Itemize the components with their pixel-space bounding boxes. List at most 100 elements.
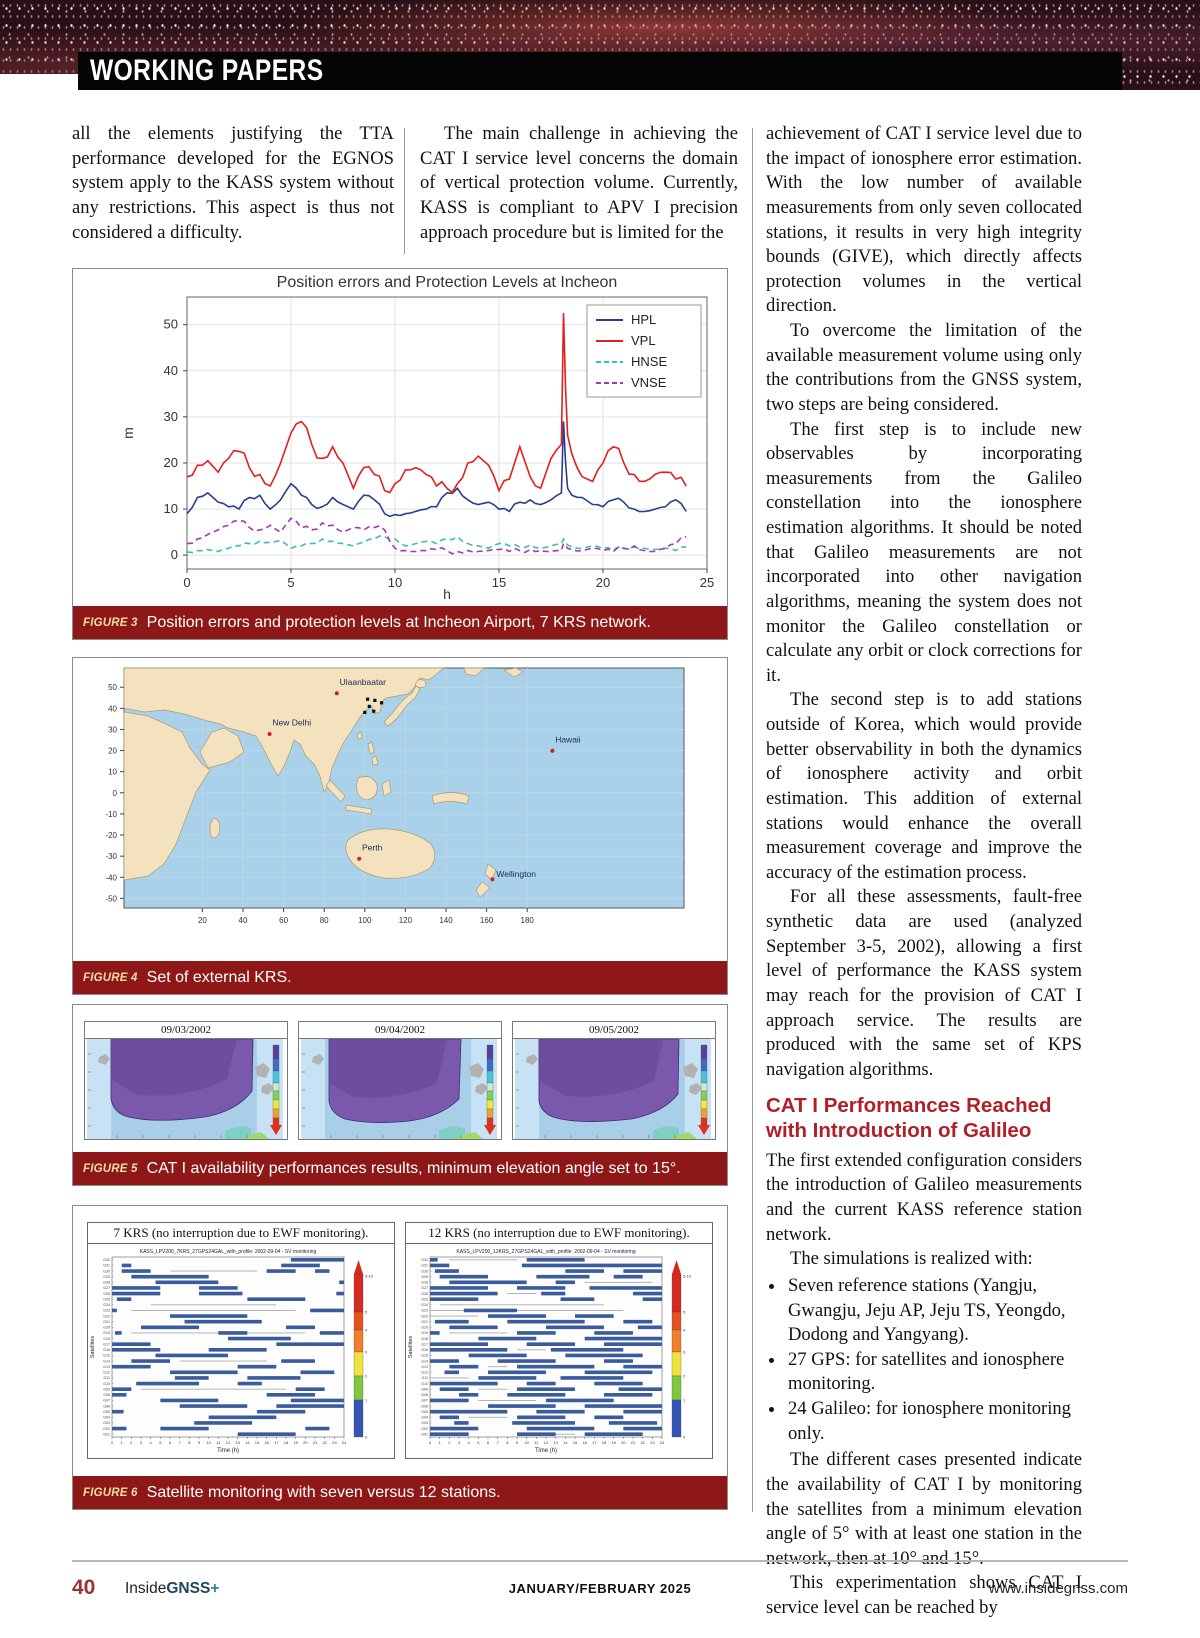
svg-text:10: 10	[164, 501, 178, 516]
svg-text:Ulaanbaatar: Ulaanbaatar	[340, 677, 386, 687]
svg-text:G12: G12	[103, 1371, 110, 1375]
svg-text:1: 1	[365, 1398, 368, 1403]
availability-panel-1: 09/03/2002	[84, 1021, 288, 1140]
panel-title: 7 KRS (no interruption due to EWF monito…	[88, 1223, 394, 1244]
column-3: achievement of CAT I service level due t…	[766, 122, 1082, 1621]
svg-text:G32: G32	[103, 1258, 110, 1262]
svg-text:1: 1	[683, 1398, 686, 1403]
column-divider-1	[404, 128, 405, 254]
svg-text:-10: -10	[105, 810, 117, 819]
footer: 40 InsideGNSS+ JANUARY/FEBRUARY 2025 www…	[72, 1576, 1128, 1610]
svg-text:h: h	[443, 586, 451, 602]
svg-text:m: m	[120, 427, 136, 439]
column-divider-2	[752, 128, 753, 1512]
svg-text:5: 5	[365, 1310, 368, 1315]
svg-text:G03: G03	[103, 1421, 110, 1425]
svg-text:-20: -20	[105, 831, 117, 840]
svg-text:5: 5	[159, 1440, 162, 1445]
svg-text:24: 24	[342, 1440, 347, 1445]
svg-text:180: 180	[521, 916, 535, 925]
svg-text:G28: G28	[421, 1281, 428, 1285]
svg-text:G24: G24	[103, 1303, 110, 1307]
svg-text:G29: G29	[421, 1275, 428, 1279]
svg-text:30: 30	[108, 725, 117, 734]
paragraph: all the elements justifying the TTA perf…	[72, 123, 394, 243]
svg-text:G18: G18	[421, 1337, 428, 1341]
svg-text:100: 100	[358, 916, 372, 925]
svg-text:G13: G13	[421, 1365, 428, 1369]
svg-text:G18: G18	[103, 1337, 110, 1341]
svg-text:G17: G17	[103, 1342, 110, 1346]
svg-text:G03: G03	[421, 1421, 428, 1425]
figure-4-caption: Set of external KRS.	[146, 968, 292, 986]
availability-map	[301, 1039, 497, 1139]
svg-text:Perth: Perth	[362, 842, 383, 852]
paragraph: The different cases presented indicate t…	[766, 1449, 1082, 1569]
banner-notch	[0, 74, 78, 90]
svg-text:60: 60	[279, 916, 288, 925]
svg-text:1: 1	[121, 1440, 124, 1445]
svg-text:G04: G04	[421, 1416, 428, 1420]
svg-text:12: 12	[226, 1440, 231, 1445]
svg-text:18: 18	[602, 1440, 607, 1445]
svg-text:G06: G06	[421, 1404, 428, 1408]
figure-5-caption-bar: FIGURE 5 CAT I availability performances…	[73, 1152, 727, 1185]
svg-text:-50: -50	[105, 894, 117, 903]
availability-panels-row: 09/03/2002 09/04/2002 09/05/2002	[73, 1021, 727, 1140]
svg-text:30: 30	[164, 409, 178, 424]
svg-text:2: 2	[448, 1440, 451, 1445]
svg-text:7: 7	[179, 1440, 182, 1445]
svg-text:40: 40	[108, 704, 117, 713]
gantt-panel-7krs: 7 KRS (no interruption due to EWF monito…	[87, 1222, 395, 1459]
svg-text:0: 0	[183, 575, 190, 590]
svg-text:3: 3	[683, 1350, 686, 1355]
svg-text:13: 13	[235, 1440, 240, 1445]
svg-text:13: 13	[553, 1440, 558, 1445]
paragraph: For all these assessments, fault-free sy…	[766, 886, 1082, 1080]
gantt-panel-12krs: 12 KRS (no interruption due to EWF monit…	[405, 1222, 713, 1459]
svg-text:10: 10	[388, 575, 402, 590]
svg-text:G15: G15	[103, 1354, 110, 1358]
svg-text:G02: G02	[103, 1427, 110, 1431]
svg-text:5-10: 5-10	[683, 1274, 692, 1279]
svg-text:2: 2	[130, 1440, 133, 1445]
svg-text:15: 15	[573, 1440, 578, 1445]
svg-text:G31: G31	[421, 1264, 428, 1268]
paragraph: This experimentation shows CAT I service…	[766, 1572, 1082, 1618]
svg-text:20: 20	[303, 1440, 308, 1445]
svg-text:2: 2	[365, 1374, 368, 1379]
svg-text:15: 15	[255, 1440, 260, 1445]
svg-text:11: 11	[216, 1440, 221, 1445]
svg-text:G05: G05	[421, 1410, 428, 1414]
svg-text:19: 19	[611, 1440, 616, 1445]
svg-text:20: 20	[164, 455, 178, 470]
satellite-monitoring-plot: KASS_LPV200_12KRS_27GPS24GAL_with_profil…	[408, 1249, 692, 1454]
list-item: 24 Galileo: for ionosphere monitoring on…	[786, 1397, 1082, 1446]
svg-text:40: 40	[239, 916, 248, 925]
svg-text:G01: G01	[421, 1432, 428, 1436]
svg-text:1: 1	[439, 1440, 442, 1445]
svg-text:Position errors and Protection: Position errors and Protection Levels at…	[277, 274, 618, 291]
svg-text:6: 6	[169, 1440, 172, 1445]
svg-text:23: 23	[650, 1440, 655, 1445]
paragraph: The first step is to include new observa…	[766, 418, 1082, 686]
svg-text:G19: G19	[421, 1331, 428, 1335]
svg-text:Hawaii: Hawaii	[555, 734, 581, 744]
svg-text:G25: G25	[103, 1297, 110, 1301]
svg-text:0: 0	[683, 1435, 686, 1440]
paragraph: The first extended configuration conside…	[766, 1149, 1082, 1245]
svg-text:Wellington: Wellington	[496, 869, 536, 879]
svg-text:21: 21	[631, 1440, 636, 1445]
svg-text:G27: G27	[421, 1286, 428, 1290]
svg-text:G08: G08	[103, 1393, 110, 1397]
svg-text:G25: G25	[421, 1297, 428, 1301]
svg-text:24: 24	[660, 1440, 665, 1445]
position-errors-chart: 0 10 20 30 40 50 0 5 10 15 20 25 Position errors and…	[120, 274, 714, 602]
page-number: 40	[72, 1576, 96, 1599]
svg-text:15: 15	[492, 575, 506, 590]
svg-text:G07: G07	[421, 1399, 428, 1403]
figure-3-caption-bar: FIGURE 3 Position errors and protection …	[73, 606, 727, 639]
svg-text:22: 22	[322, 1440, 327, 1445]
svg-text:3: 3	[458, 1440, 461, 1445]
svg-text:G26: G26	[421, 1292, 428, 1296]
